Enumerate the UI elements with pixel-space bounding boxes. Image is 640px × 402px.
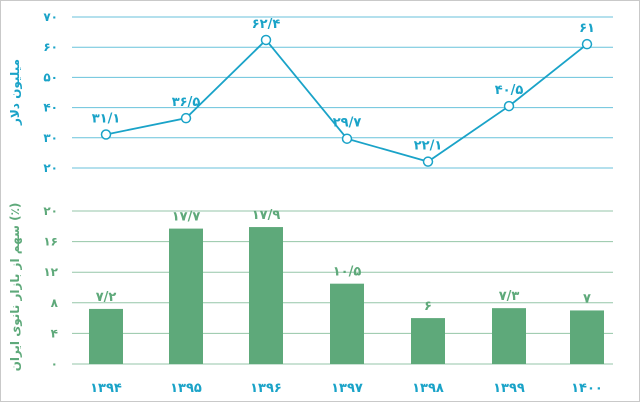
line-point [100, 129, 112, 140]
line-point [341, 133, 353, 144]
line-points [100, 34, 593, 167]
bar-y-tick-label: ۲۰ [43, 204, 58, 218]
bar [570, 310, 604, 364]
line-y-tick-label: ۶۰ [43, 40, 58, 54]
bar-y-tick-label: ۸ [51, 296, 59, 310]
bar-y-ticks: ۰ ۴ ۸ ۱۲ ۱۶ ۲۰ [43, 204, 58, 371]
bar [411, 318, 445, 364]
bar-value-label: ۱۷/۷ [172, 210, 201, 225]
line-value-label: ۶۲/۴ [252, 17, 281, 32]
line-value-label: ۶۱ [579, 21, 595, 36]
bar-value-label: ۷/۲ [96, 290, 117, 305]
bar-y-tick-label: ۴ [51, 326, 58, 340]
x-axis-label: ۱۳۹۵ [170, 381, 202, 396]
line-y-ticks: ۲۰ ۳۰ ۴۰ ۵۰ ۶۰ ۷۰ [43, 10, 58, 175]
x-axis-labels: ۱۳۹۴ ۱۳۹۵ ۱۳۹۶ ۱۳۹۷ ۱۳۹۸ ۱۳۹۹ ۱۴۰۰ [90, 381, 603, 396]
bar-value-label: ۱۷/۹ [252, 208, 281, 223]
line-point [503, 100, 515, 112]
line-value-label: ۲۲/۱ [414, 139, 443, 154]
bar-y-tick-label: ۰ [51, 357, 58, 371]
line-y-tick-label: ۷۰ [43, 10, 58, 24]
bar-y-axis-title: سهم از بازار نانوی ایران (٪) [8, 203, 23, 372]
bar-series [89, 227, 604, 364]
x-axis-label: ۱۳۹۷ [331, 381, 363, 396]
line-y-axis-title: میلیون دلار [8, 59, 23, 126]
line-value-label: ۴۰/۵ [495, 83, 524, 98]
bar [89, 308, 123, 364]
bar-y-tick-label: ۱۶ [43, 235, 58, 249]
line-value-label: ۲۹/۷ [333, 116, 362, 131]
line-y-tick-label: ۳۰ [43, 131, 58, 145]
bar-value-label: ۷ [583, 291, 591, 306]
line-y-tick-label: ۲۰ [43, 161, 58, 175]
bar-value-label: ۱۰/۵ [333, 265, 362, 280]
line-gridlines [72, 16, 613, 169]
bar-value-label: ۷/۳ [499, 289, 520, 304]
bar [169, 228, 203, 364]
line-point [260, 34, 272, 46]
line-value-label: ۳۶/۵ [172, 95, 201, 110]
bar [492, 308, 526, 364]
bar [330, 283, 364, 364]
line-value-labels: ۳۱/۱ ۳۶/۵ ۶۲/۴ ۲۹/۷ ۲۲/۱ ۴۰/۵ ۶۱ [92, 17, 595, 154]
x-axis-label: ۱۳۹۴ [90, 381, 122, 396]
line-y-tick-label: ۴۰ [43, 101, 58, 115]
bar-value-labels: ۷/۲ ۱۷/۷ ۱۷/۹ ۱۰/۵ ۶ ۷/۳ ۷ [96, 208, 591, 314]
x-axis-label: ۱۴۰۰ [571, 381, 603, 396]
x-axis-label: ۱۳۹۸ [412, 381, 444, 396]
x-axis-label: ۱۳۹۶ [250, 381, 282, 396]
line-y-tick-label: ۵۰ [43, 70, 58, 84]
line-value-label: ۳۱/۱ [92, 111, 121, 126]
bar [249, 227, 283, 364]
line-point [180, 112, 192, 124]
x-axis-label: ۱۳۹۹ [493, 381, 525, 396]
bar-value-label: ۶ [424, 299, 432, 314]
bar-y-tick-label: ۱۲ [43, 265, 58, 279]
line-point [581, 38, 593, 50]
line-point [422, 156, 434, 167]
